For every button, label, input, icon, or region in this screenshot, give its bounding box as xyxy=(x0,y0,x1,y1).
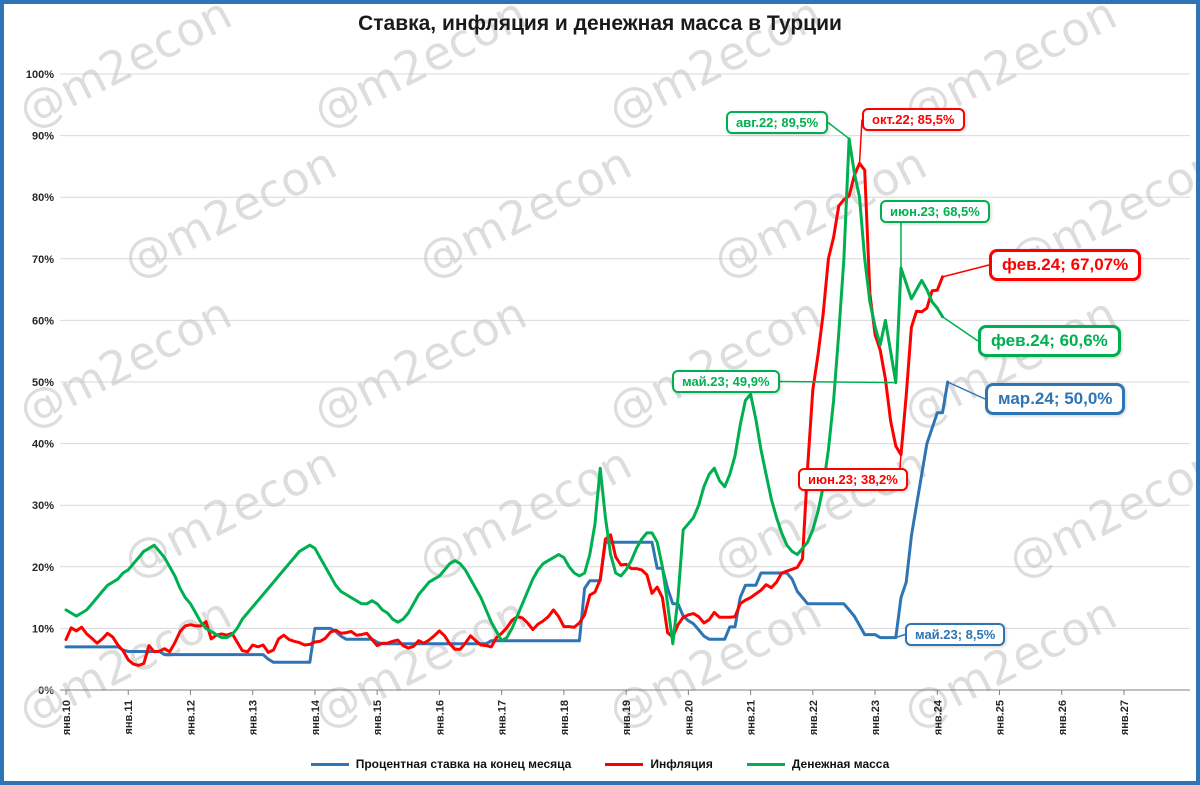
x-axis-label: янв.21 xyxy=(746,700,758,735)
y-axis-label: 0% xyxy=(38,685,54,697)
chart-title: Ставка, инфляция и денежная масса в Турц… xyxy=(358,12,842,35)
legend-label-inflation: Инфляция xyxy=(650,757,713,771)
y-axis-label: 20% xyxy=(32,562,54,574)
x-axis-label: янв.24 xyxy=(932,699,944,735)
y-axis-label: 40% xyxy=(32,439,54,451)
watermark-text: @m2econ xyxy=(304,286,534,439)
x-axis-label: янв.13 xyxy=(248,700,260,735)
watermark-text: @m2econ xyxy=(999,136,1200,289)
leader-line xyxy=(942,264,990,278)
x-axis-label: янв.26 xyxy=(1057,700,1069,735)
y-axis-label: 70% xyxy=(32,254,54,266)
y-axis-label: 100% xyxy=(26,69,54,81)
leader-line xyxy=(899,454,902,469)
x-axis-label: янв.23 xyxy=(870,700,882,735)
leader-line xyxy=(942,316,979,342)
chart-area: Ставка, инфляция и денежная масса в Турц… xyxy=(4,4,1196,781)
x-axis-label: янв.20 xyxy=(683,700,695,735)
legend-line-rate-icon xyxy=(310,762,349,766)
x-axis-label: янв.25 xyxy=(995,700,1007,735)
legend-line-money-icon xyxy=(746,762,785,766)
plot-svg: 0% 10% 20% 30% 40% 50% 60% 70% 80% 90% 100% @m2econ… xyxy=(9,4,1200,739)
legend-item-rate: Процентная ставка на конец месяца xyxy=(310,757,572,771)
leader-line xyxy=(858,119,863,164)
x-axis-label: янв.22 xyxy=(808,700,820,735)
y-axis-label: 80% xyxy=(32,192,54,204)
watermark-text: @m2econ xyxy=(409,136,639,289)
x-axis-label: янв.19 xyxy=(621,700,633,735)
legend: Процентная ставка на конец месяца Инфляц… xyxy=(4,757,1196,771)
legend-item-inflation: Инфляция xyxy=(605,757,713,771)
series-line-0 xyxy=(64,380,950,664)
leader-line xyxy=(827,121,850,140)
series-line-1 xyxy=(64,161,944,667)
x-axis-label: янв.11 xyxy=(123,700,135,735)
x-axis-label: янв.12 xyxy=(185,700,197,735)
watermark-text: @m2econ xyxy=(114,136,344,289)
leader-line xyxy=(947,381,986,400)
watermark-text: @m2econ xyxy=(599,586,829,739)
legend-label-money: Денежная масса xyxy=(791,757,890,771)
watermark-text: @m2econ xyxy=(999,436,1200,589)
watermark-text: @m2econ xyxy=(599,286,829,439)
y-axis-label: 60% xyxy=(32,315,54,327)
y-axis-label: 90% xyxy=(32,131,54,143)
x-axis-label: янв.14 xyxy=(310,699,322,735)
x-axis-label: янв.27 xyxy=(1119,700,1131,735)
x-axis-label: янв.18 xyxy=(559,700,571,735)
x-axis-label: янв.15 xyxy=(372,700,384,735)
x-axis-label: янв.16 xyxy=(434,700,446,735)
leader-line xyxy=(779,380,896,384)
watermark-text: @m2econ xyxy=(894,286,1124,439)
watermark-text: @m2econ xyxy=(9,286,239,439)
y-axis-label: 50% xyxy=(32,377,54,389)
legend-label-rate: Процентная ставка на конец месяца xyxy=(355,757,572,771)
legend-item-money: Денежная масса xyxy=(746,757,890,771)
leader-line xyxy=(895,633,906,639)
y-axis-label: 30% xyxy=(32,500,54,512)
y-axis-label: 10% xyxy=(32,623,54,635)
legend-line-inflation-icon xyxy=(605,762,644,766)
watermark-text: @m2econ xyxy=(114,436,344,589)
x-axis-label: янв.10 xyxy=(61,700,73,735)
x-axis-label: янв.17 xyxy=(497,700,509,735)
watermark-text: @m2econ xyxy=(894,586,1124,739)
series-line-2 xyxy=(64,137,944,646)
